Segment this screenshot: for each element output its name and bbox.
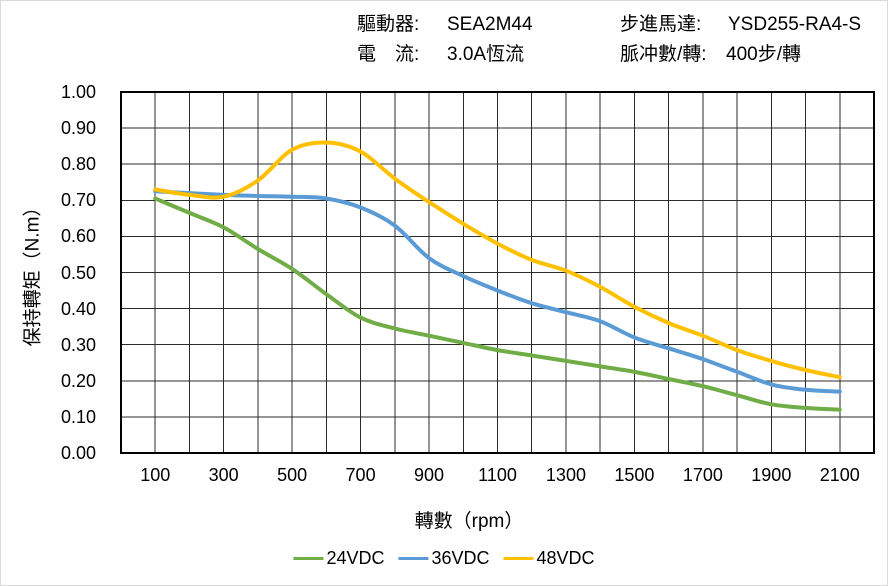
x-tick-label: 1500: [614, 465, 655, 485]
driver-value: SEA2M44: [447, 14, 533, 35]
x-tick-label: 1700: [682, 465, 723, 485]
current-value: 3.0A恆流: [447, 44, 525, 65]
legend-item-24VDC: 24VDC: [293, 548, 384, 568]
y-tick-label: 0.10: [60, 406, 96, 427]
x-tick-label: 100: [140, 465, 171, 485]
legend-line-icon: [503, 556, 534, 560]
driver-label: 驅動器:: [357, 14, 420, 35]
legend-label: 24VDC: [326, 548, 385, 568]
y-tick-label: 0.70: [60, 190, 96, 211]
legend-item-48VDC: 48VDC: [503, 548, 595, 568]
x-tick-label: 300: [208, 465, 239, 485]
legend-label: 48VDC: [536, 548, 595, 568]
plot-svg: [120, 91, 875, 454]
motor-value: YSD255-RA4-S: [728, 14, 862, 35]
legend-label: 36VDC: [431, 548, 490, 568]
x-tick-label: 700: [345, 465, 376, 485]
legend-item-36VDC: 36VDC: [398, 548, 490, 568]
y-tick-label: 0.40: [60, 298, 96, 319]
series-line-48VDC: [153, 140, 842, 380]
y-tick-label: 0.00: [60, 443, 96, 463]
plot-border: [120, 91, 875, 454]
legend: 24VDC 36VDC 48VDC: [293, 548, 595, 568]
x-tick-label: 1900: [751, 465, 792, 485]
x-tick-label: 500: [277, 465, 308, 485]
x-tick-label: 2100: [819, 465, 860, 485]
y-tick-label: 0.60: [60, 226, 96, 247]
y-tick-label: 0.30: [60, 334, 96, 355]
y-tick-label: 1.00: [60, 82, 96, 102]
y-tick-label: 0.50: [60, 262, 96, 283]
y-tick-label: 0.80: [60, 154, 96, 175]
x-tick-label: 1100: [478, 465, 517, 485]
pulses-label: 脈冲數/轉:: [620, 44, 707, 65]
x-tick-label: 900: [414, 465, 445, 485]
current-label: 電 流:: [357, 44, 420, 65]
x-axis-title: 轉數（rpm）: [414, 511, 524, 532]
series-line-36VDC: [153, 189, 842, 394]
y-tick-label: 0.20: [60, 370, 96, 391]
motor-label: 步進馬達:: [620, 14, 702, 35]
legend-line-icon: [293, 556, 324, 560]
y-tick-label: 0.90: [60, 118, 96, 139]
x-tick-label: 1300: [545, 465, 586, 485]
pulses-value: 400步/轉: [726, 44, 801, 65]
series-line-24VDC: [153, 196, 842, 412]
legend-line-icon: [398, 556, 429, 560]
